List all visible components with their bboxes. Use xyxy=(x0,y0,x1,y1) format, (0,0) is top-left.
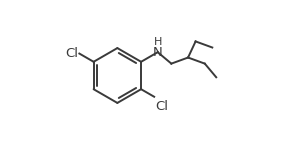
Text: H: H xyxy=(153,37,162,47)
Text: N: N xyxy=(153,46,163,59)
Text: Cl: Cl xyxy=(155,100,168,113)
Text: Cl: Cl xyxy=(66,47,78,60)
